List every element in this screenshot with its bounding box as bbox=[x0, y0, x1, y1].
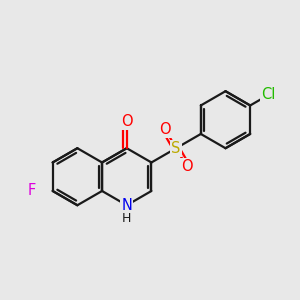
Text: O: O bbox=[181, 159, 193, 174]
Text: O: O bbox=[160, 122, 171, 137]
Text: H: H bbox=[122, 212, 131, 225]
Text: Cl: Cl bbox=[262, 87, 276, 102]
Text: S: S bbox=[171, 141, 181, 156]
Text: O: O bbox=[121, 114, 133, 129]
Text: N: N bbox=[121, 198, 132, 213]
Text: F: F bbox=[27, 184, 35, 199]
